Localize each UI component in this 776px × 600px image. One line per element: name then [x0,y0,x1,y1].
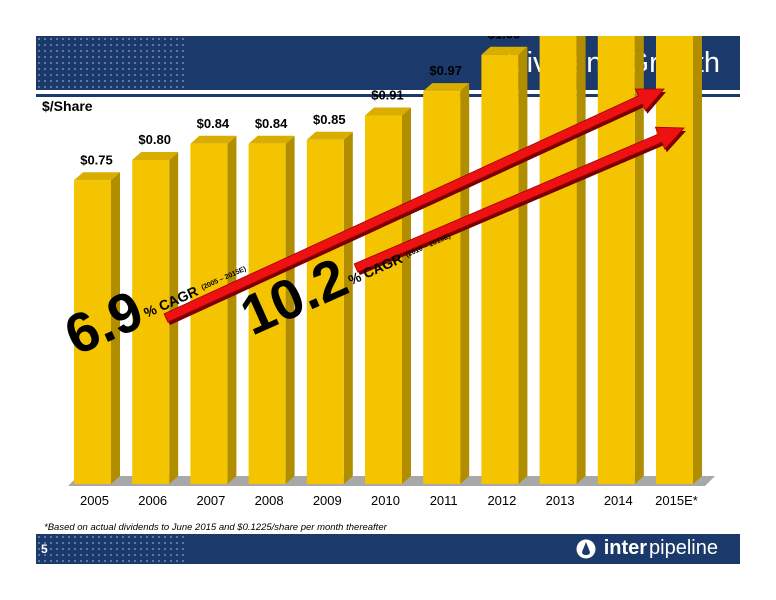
footer-dot-pattern [36,534,186,564]
bar-2012 [481,54,519,484]
x-tick-label-2011: 2011 [430,493,458,508]
cagr-arrow-2010 [353,126,685,273]
bar-side-2013 [576,36,586,484]
x-tick-label-2013: 2013 [546,493,575,508]
header-dot-pattern [36,36,186,90]
cagr-arrow-2005 [163,88,665,323]
bar-top-2011 [423,83,470,92]
x-tick-label-2014: 2014 [604,493,633,508]
data-label-2010: $0.91 [371,87,404,102]
bar-side-2012 [518,46,528,484]
data-label-2008: $0.84 [255,116,288,131]
x-tick-label-2006: 2006 [138,493,167,508]
bar-2008 [248,143,286,485]
bar-side-2011 [460,83,470,485]
dividend-bar-chart: $0.75 2005 $0.80 2006 $0.84 2007 $0.84 2008 $0.8… [55,36,715,508]
bar-top-2008 [248,135,295,144]
brand-name-bold: inter [603,537,648,559]
brand-drop-icon [576,539,596,558]
bar-side-2009 [343,131,353,484]
bar-side-2010 [402,107,411,484]
x-tick-label-2009: 2009 [313,493,342,508]
footer-bar: 5 inter pipeline [36,534,740,564]
data-label-2006: $0.80 [138,132,171,147]
bar-side-2005 [111,172,120,484]
bar-top-2009 [306,131,353,140]
page-number: 5 [41,542,48,556]
y-axis-unit-label: $/Share [42,98,93,114]
x-tick-label-2015E*: 2015E* [655,493,698,508]
x-tick-label-2005: 2005 [80,493,109,508]
title-rule [36,94,740,97]
bar-2009 [306,139,344,484]
bar-top-2005 [74,172,120,181]
brand-logo: inter pipeline [576,537,718,560]
bar-2006 [132,160,170,484]
x-tick-label-2008: 2008 [255,493,284,508]
footnote: *Based on actual dividends to June 2015 … [44,522,387,533]
data-label-2011: $0.97 [429,63,462,78]
bar-top-2006 [132,152,179,160]
bar-top-2007 [190,135,237,144]
data-label-2012: $1.06 [488,36,521,42]
data-label-2007: $0.84 [197,116,230,131]
slide: Dividend Growth $/Share $0.752005$0.8020… [36,36,740,564]
bar-side-2007 [227,135,237,485]
bar-2010 [365,115,402,484]
bar-2015E* [656,36,693,484]
x-tick-label-2010: 2010 [371,493,400,508]
bar-2007 [190,143,228,485]
bar-side-2008 [285,135,295,485]
brand-name-regular: pipeline [649,537,718,559]
x-tick-label-2007: 2007 [196,493,225,508]
bar-top-2012 [481,46,528,55]
bar-side-2015E* [693,36,702,484]
bar-2013 [539,36,577,484]
bar-2005 [74,180,111,484]
bar-2011 [423,91,461,485]
x-tick-label-2012: 2012 [487,493,516,508]
bar-top-2010 [365,107,411,116]
data-label-2005: $0.75 [80,152,113,167]
data-label-2009: $0.85 [313,112,346,127]
